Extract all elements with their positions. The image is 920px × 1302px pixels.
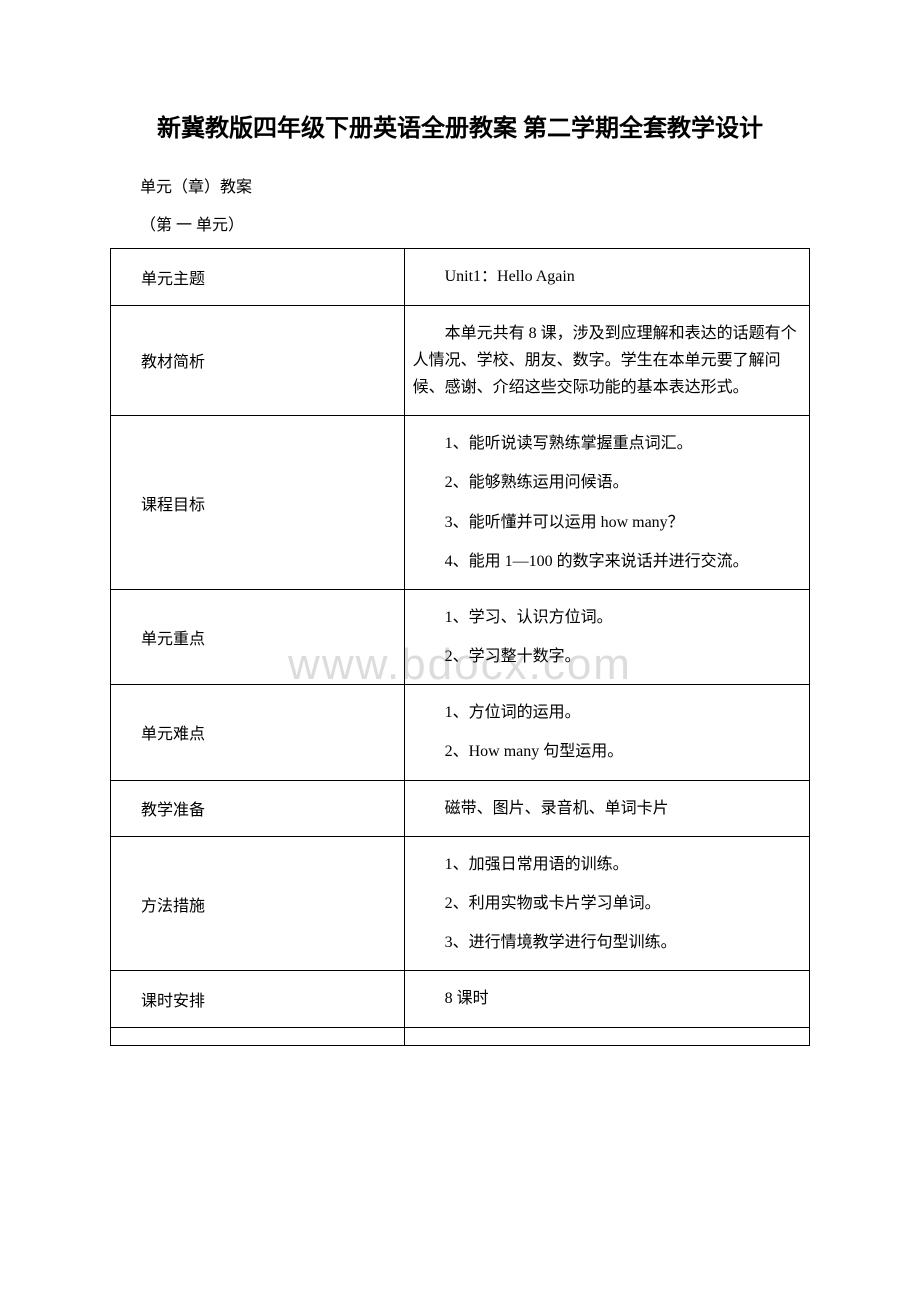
- cell-text: 1、加强日常用语的训练。: [413, 851, 801, 878]
- cell-text: 3、进行情境教学进行句型训练。: [413, 929, 801, 956]
- row-content-methods: 1、加强日常用语的训练。 2、利用实物或卡片学习单词。 3、进行情境教学进行句型…: [404, 836, 809, 971]
- cell-text: 2、利用实物或卡片学习单词。: [413, 890, 801, 917]
- table-row-empty: [111, 1027, 810, 1045]
- row-content-course-goal: 1、能听说读写熟练掌握重点词汇。 2、能够熟练运用问候语。 3、能听懂并可以运用…: [404, 416, 809, 590]
- table-row: 方法措施 1、加强日常用语的训练。 2、利用实物或卡片学习单词。 3、进行情境教…: [111, 836, 810, 971]
- cell-text: 1、能听说读写熟练掌握重点词汇。: [413, 430, 801, 457]
- row-label-unit-topic: 单元主题: [111, 249, 405, 305]
- cell-text: 2、能够熟练运用问候语。: [413, 469, 801, 496]
- row-content-material-analysis: 本单元共有 8 课，涉及到应理解和表达的话题有个人情况、学校、朋友、数字。学生在…: [404, 305, 809, 416]
- row-content-unit-focus: 1、学习、认识方位词。 2、学习整十数字。: [404, 589, 809, 684]
- cell-text: 本单元共有 8 课，涉及到应理解和表达的话题有个人情况、学校、朋友、数字。学生在…: [413, 320, 801, 402]
- cell-text: 1、学习、认识方位词。: [413, 604, 801, 631]
- cell-text: 磁带、图片、录音机、单词卡片: [413, 795, 801, 822]
- empty-cell: [404, 1027, 809, 1045]
- cell-text: 3、能听懂并可以运用 how many？: [413, 509, 801, 536]
- table-row: 单元主题 Unit1：Hello Again: [111, 249, 810, 305]
- table-row: 教材简析 本单元共有 8 课，涉及到应理解和表达的话题有个人情况、学校、朋友、数…: [111, 305, 810, 416]
- unit-plan-table-wrapper: 单元主题 Unit1：Hello Again 教材简析 本单元共有 8 课，涉及…: [110, 248, 810, 1045]
- cell-text: Unit1：Hello Again: [413, 263, 801, 290]
- row-label-unit-difficulty: 单元难点: [111, 685, 405, 780]
- row-label-methods: 方法措施: [111, 836, 405, 971]
- row-label-material-analysis: 教材简析: [111, 305, 405, 416]
- cell-text: 1、方位词的运用。: [413, 699, 801, 726]
- row-label-unit-focus: 单元重点: [111, 589, 405, 684]
- table-row: 单元重点 1、学习、认识方位词。 2、学习整十数字。: [111, 589, 810, 684]
- row-content-schedule: 8 课时: [404, 971, 809, 1027]
- table-row: 课时安排 8 课时: [111, 971, 810, 1027]
- unit-plan-table: 单元主题 Unit1：Hello Again 教材简析 本单元共有 8 课，涉及…: [110, 248, 810, 1045]
- row-label-teaching-prep: 教学准备: [111, 780, 405, 836]
- empty-cell: [111, 1027, 405, 1045]
- document-page: 新冀教版四年级下册英语全册教案 第二学期全套教学设计 单元（章）教案 （第 一 …: [0, 0, 920, 1106]
- table-row: 单元难点 1、方位词的运用。 2、How many 句型运用。: [111, 685, 810, 780]
- preamble-line-2: （第 一 单元）: [110, 210, 810, 242]
- table-row: 教学准备 磁带、图片、录音机、单词卡片: [111, 780, 810, 836]
- cell-text: 2、学习整十数字。: [413, 643, 801, 670]
- preamble-line-1: 单元（章）教案: [110, 172, 810, 204]
- cell-text: 4、能用 1—100 的数字来说话并进行交流。: [413, 548, 801, 575]
- table-row: 课程目标 1、能听说读写熟练掌握重点词汇。 2、能够熟练运用问候语。 3、能听懂…: [111, 416, 810, 590]
- row-label-schedule: 课时安排: [111, 971, 405, 1027]
- row-content-unit-difficulty: 1、方位词的运用。 2、How many 句型运用。: [404, 685, 809, 780]
- row-content-teaching-prep: 磁带、图片、录音机、单词卡片: [404, 780, 809, 836]
- row-content-unit-topic: Unit1：Hello Again: [404, 249, 809, 305]
- document-title: 新冀教版四年级下册英语全册教案 第二学期全套教学设计: [110, 110, 810, 148]
- row-label-course-goal: 课程目标: [111, 416, 405, 590]
- cell-text: 2、How many 句型运用。: [413, 738, 801, 765]
- cell-text: 8 课时: [413, 985, 801, 1012]
